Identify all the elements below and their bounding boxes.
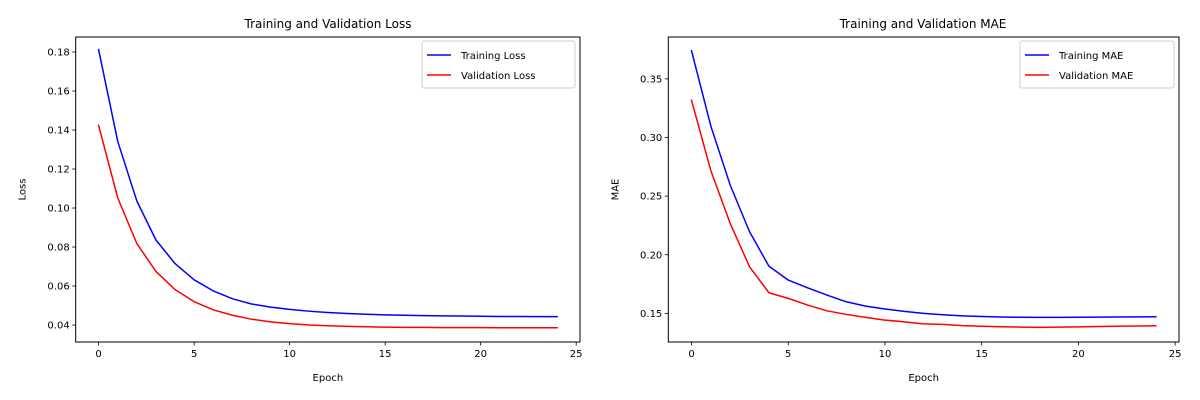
y-tick-label: 0.12 [47,165,69,176]
x-tick-label: 25 [1169,349,1182,360]
chart-title: Training and Validation Loss [244,17,412,31]
ticks-layer: 0 5 10 15 20 25 0.04 0.06 0.08 0.10 0.12 0.14 0.16 0.… [47,48,582,360]
y-tick-label: 0.10 [47,204,69,215]
x-tick-label: 10 [879,349,892,360]
x-tick-label: 20 [1072,349,1085,360]
series-layer [690,49,1157,329]
legend-label-validation-mae: Validation MAE [1059,71,1133,82]
y-tick-label: 0.20 [640,250,662,261]
x-tick-label: 25 [570,349,583,360]
legend: Training Loss Validation Loss [421,40,576,89]
x-axis-label: Epoch [313,373,344,384]
legend-label-validation-loss: Validation Loss [461,71,536,82]
x-axis-label: Epoch [908,373,939,384]
legend-box [1019,40,1175,89]
x-tick-label: 20 [474,349,487,360]
x-tick-label: 0 [95,349,101,360]
mae-chart: Training and Validation MAE 0 5 10 15 20 25 0.… [610,17,1181,384]
loss-chart: Training and Validation Loss 0 5 10 15 20 250… [18,17,583,384]
legend-box [421,40,576,89]
y-tick-label: 0.04 [47,321,69,332]
x-tick-label: 10 [283,349,296,360]
y-axis-label: MAE [610,179,621,201]
x-tick-label: 15 [379,349,392,360]
y-tick-label: 0.30 [640,133,662,144]
y-tick-label: 0.08 [47,243,69,254]
y-tick-label: 0.35 [640,74,662,85]
x-tick-label: 5 [785,349,791,360]
x-tick-label: 0 [688,349,694,360]
ticks-layer: 0 5 10 15 20 25 0.15 0.20 0.25 0.30 0.35 [640,74,1181,360]
y-tick-label: 0.18 [47,48,69,59]
y-axis-label: Loss [18,179,29,201]
chart-title: Training and Validation MAE [839,17,1007,31]
axes-frame [75,36,581,343]
legend-entry: Validation MAE [1025,71,1133,82]
y-tick-label: 0.06 [47,282,69,293]
axes-frame [667,36,1180,343]
legend: Training MAE Validation MAE [1019,40,1175,89]
y-tick-label: 0.16 [47,87,69,98]
y-tick-label: 0.14 [47,126,69,137]
legend-entry: Validation Loss [427,71,536,82]
legend-entry: Training MAE [1025,51,1123,62]
legend-entry: Training Loss [427,51,526,62]
series-layer [97,48,558,329]
x-tick-label: 5 [191,349,197,360]
y-tick-label: 0.25 [640,192,662,203]
legend-label-training-mae: Training MAE [1058,51,1123,62]
y-tick-label: 0.15 [640,309,662,320]
legend-label-training-loss: Training Loss [460,51,526,62]
x-tick-label: 15 [975,349,988,360]
